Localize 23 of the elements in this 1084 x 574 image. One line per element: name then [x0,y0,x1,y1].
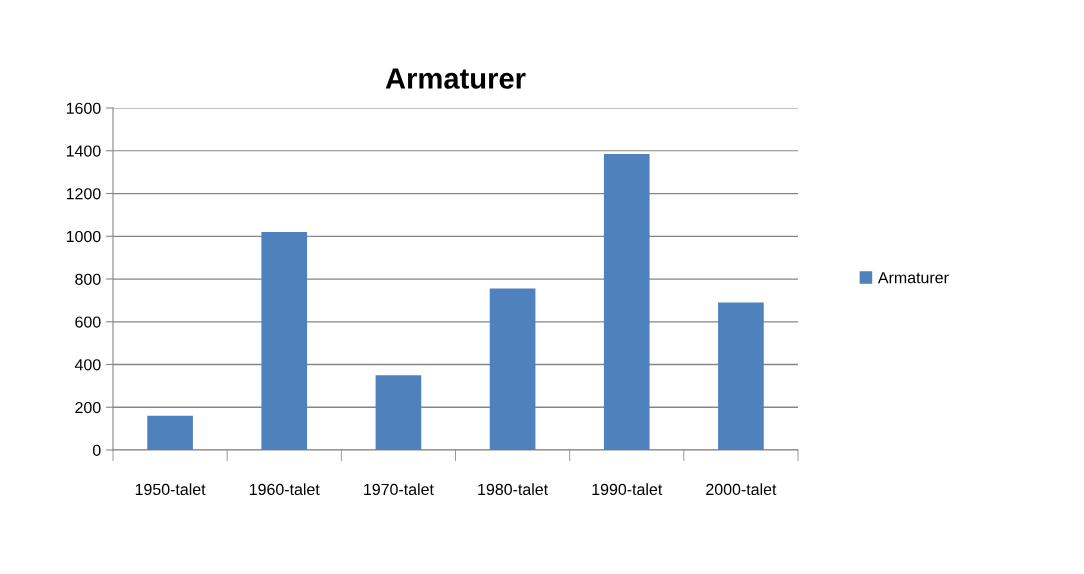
y-tick-label: 1400 [66,145,101,157]
bar [718,302,764,450]
y-tick-label: 1200 [66,188,101,200]
bar [489,288,536,450]
chart-title: Armaturer [385,68,526,89]
bar [147,415,193,450]
x-tick-label: 1980-talet [478,483,548,496]
x-tick-label: 1960-talet [249,483,320,496]
y-tick-label: 600 [75,316,101,328]
x-tick-label: 2000-talet [706,483,777,496]
x-tick-label: 1950-talet [135,483,206,496]
bar [603,153,650,450]
bar [375,375,422,450]
legend-label: Armaturer [877,272,949,284]
y-tick-label: 1000 [66,230,101,243]
y-tick-label: 200 [75,401,101,414]
x-tick-label: 1990-talet [592,483,663,496]
bar [261,231,308,450]
y-tick-label: 1600 [66,102,101,114]
x-tick-label: 1970-talet [364,483,434,496]
y-tick-label: 400 [74,359,101,371]
y-tick-label: 0 [92,444,101,456]
y-tick-label: 800 [75,273,101,285]
